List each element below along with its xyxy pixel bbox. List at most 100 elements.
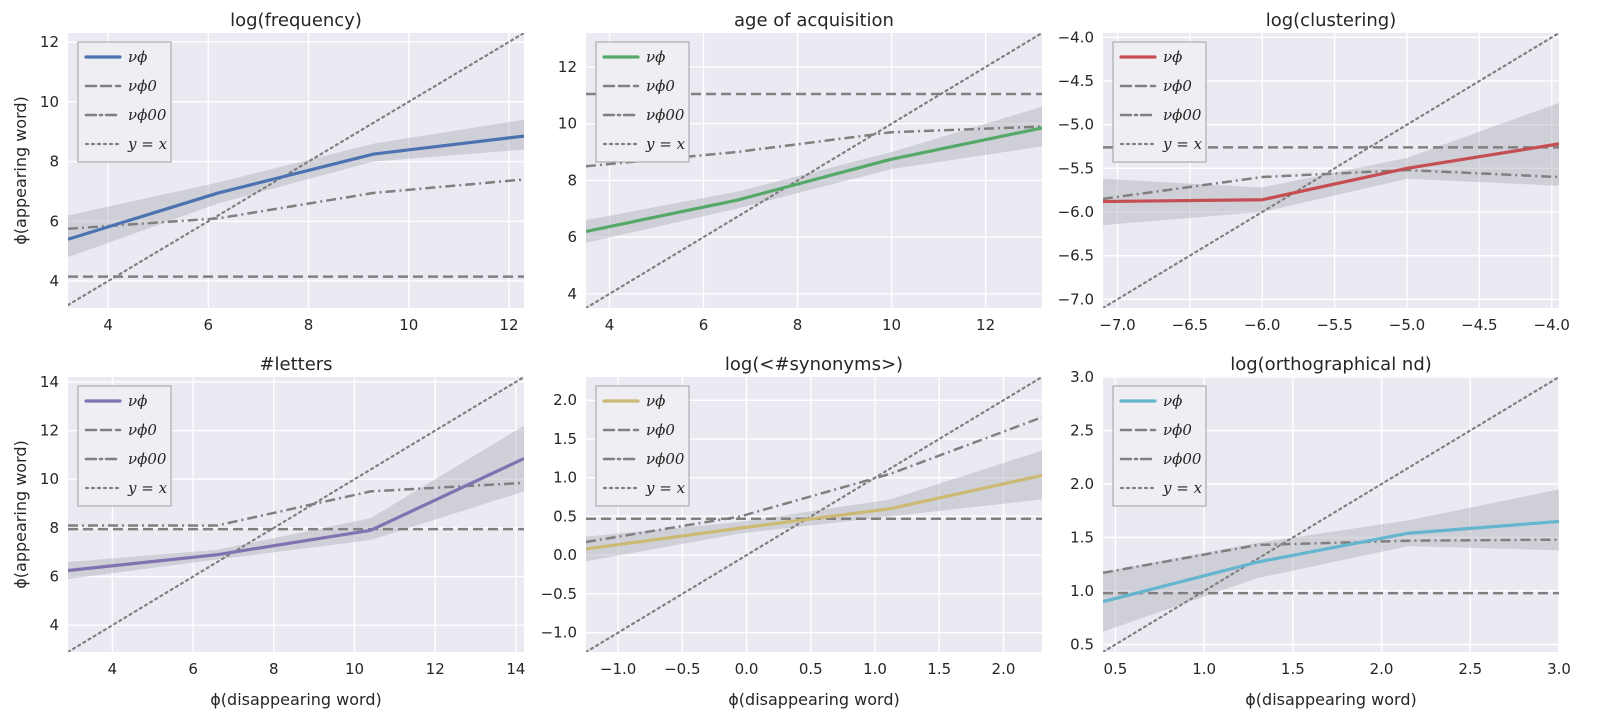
x-tick-label: 0.0 (735, 660, 759, 678)
identity-line (68, 377, 524, 652)
x-tick-label: 8 (269, 660, 279, 678)
plot-area (1103, 33, 1559, 308)
legend-identity-label: y = x (1162, 479, 1203, 497)
legend-nu-label: νϕ (1163, 392, 1182, 410)
panel-2: age of acquisition 4 6 8 10 12 4 6 8 10 12 νϕ νϕ0 νϕ0… (558, 10, 1042, 334)
confidence-band (1103, 489, 1559, 632)
x-tick-label: −5.5 (1316, 316, 1352, 334)
x-tick-label: 4 (605, 316, 615, 334)
legend-nu0-label: νϕ0 (646, 421, 675, 439)
x-tick-label: 2.0 (992, 660, 1016, 678)
nu00-line (68, 481, 524, 527)
x-tick-label: 12 (499, 316, 518, 334)
x-tick-label: −5.0 (1389, 316, 1425, 334)
y-tick-label: 8 (49, 153, 59, 171)
y-tick-label: 10 (558, 115, 577, 133)
legend: νϕ νϕ0 νϕ00 y = x (77, 41, 172, 163)
nu00-line (68, 178, 524, 231)
x-tick-label: 14 (506, 660, 525, 678)
y-tick-label: −4.0 (1058, 28, 1094, 46)
y-tick-label: −6.0 (1058, 203, 1094, 221)
y-tick-label: 8 (49, 519, 59, 537)
legend-box (77, 41, 172, 163)
legend-nu00-label: νϕ00 (128, 450, 167, 468)
y-tick-label: 2.5 (1070, 422, 1094, 440)
legend-nu00-label: νϕ00 (128, 106, 167, 124)
panel-6: log(orthographical nd) 0.5 1.0 1.5 2.0 2.5 3.0… (1070, 354, 1571, 678)
x-axis-label: ϕ(disappearing word) (1245, 690, 1416, 709)
y-tick-label: 1.0 (1070, 582, 1094, 600)
legend-identity-label: y = x (645, 135, 686, 153)
nu-line (1103, 519, 1559, 604)
y-tick-label: 3.0 (1070, 368, 1094, 386)
legend: νϕ νϕ0 νϕ00 y = x (77, 385, 172, 507)
panel-3: log(clustering) −7.0 −6.5 −6.0 −5.5 −5.0 −4.5 −… (1058, 10, 1570, 334)
nu-line (1103, 142, 1559, 204)
y-tick-label: −5.0 (1058, 116, 1094, 134)
legend-box (595, 41, 690, 163)
x-tick-label: 6 (188, 660, 198, 678)
panel-4: #letters 4 6 8 10 12 14 4 6 8 10 12 14 νϕ νϕ0 νϕ00 y = x (40, 354, 526, 678)
y-tick-label: 1.5 (553, 430, 577, 448)
panel-title: log(clustering) (1266, 10, 1397, 31)
nu00-line (1103, 538, 1559, 575)
y-tick-label: 10 (40, 470, 59, 488)
y-tick-label: 0.5 (553, 507, 577, 525)
legend-nu-label: νϕ (646, 392, 665, 410)
legend: νϕ νϕ0 νϕ00 y = x (595, 385, 690, 507)
x-tick-label: −1.0 (600, 660, 636, 678)
x-tick-label: −6.5 (1172, 316, 1208, 334)
legend-identity-label: y = x (127, 135, 168, 153)
legend-box (1112, 41, 1207, 163)
identity-line (586, 377, 1042, 652)
nu-line (68, 457, 524, 573)
plot-area (586, 377, 1042, 652)
x-tick-label: −0.5 (664, 660, 700, 678)
y-tick-label: 6 (567, 228, 577, 246)
y-axis-label: ϕ(appearing word) (11, 440, 30, 589)
y-tick-label: −1.0 (541, 624, 577, 642)
y-tick-label: −5.5 (1058, 159, 1094, 177)
legend-nu00-label: νϕ00 (646, 450, 685, 468)
x-tick-label: 2.0 (1370, 660, 1394, 678)
nu00-line (1103, 168, 1559, 201)
y-tick-label: −4.5 (1058, 72, 1094, 90)
plot-area (1103, 377, 1559, 652)
y-tick-label: −0.5 (541, 585, 577, 603)
legend-identity-label: y = x (1162, 135, 1203, 153)
x-tick-label: 12 (426, 660, 445, 678)
y-tick-label: 4 (49, 272, 59, 290)
x-tick-label: 8 (304, 316, 314, 334)
panel-title: log(orthographical nd) (1230, 354, 1432, 375)
legend-nu00-label: νϕ00 (1163, 450, 1202, 468)
x-tick-label: 2.5 (1458, 660, 1482, 678)
x-tick-label: 4 (103, 316, 113, 334)
nu00-line (586, 416, 1042, 544)
x-axis-label: ϕ(disappearing word) (210, 690, 381, 709)
nu-line (586, 473, 1042, 551)
x-tick-label: −6.0 (1244, 316, 1280, 334)
x-tick-label: 0.5 (799, 660, 823, 678)
x-tick-label: −4.5 (1461, 316, 1497, 334)
panel-5: log(<#synonyms>) −1.0 −0.5 0.0 0.5 1.0 1.5 2.0 −… (541, 354, 1042, 678)
x-tick-label: 1.0 (863, 660, 887, 678)
legend-nu-label: νϕ (128, 392, 147, 410)
x-tick-label: 4 (108, 660, 118, 678)
plot-area (68, 33, 524, 307)
confidence-band (1103, 102, 1559, 226)
x-tick-label: 10 (399, 316, 418, 334)
legend-box (77, 385, 172, 507)
legend: νϕ νϕ0 νϕ00 y = x (1112, 385, 1207, 507)
x-tick-label: 3.0 (1547, 660, 1571, 678)
nu-line (586, 126, 1042, 234)
legend: νϕ νϕ0 νϕ00 y = x (595, 41, 690, 163)
confidence-band (68, 119, 524, 258)
legend-nu-label: νϕ (1163, 48, 1182, 66)
y-tick-label: 2.0 (1070, 475, 1094, 493)
legend-nu-label: νϕ (128, 48, 147, 66)
x-tick-label: 12 (976, 316, 995, 334)
panel-title: log(frequency) (230, 10, 362, 31)
y-tick-label: 6 (49, 568, 59, 586)
y-tick-label: 2.0 (553, 391, 577, 409)
